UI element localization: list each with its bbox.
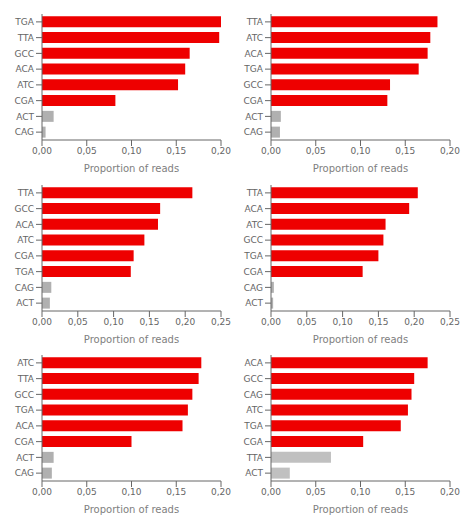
svg-text:0,15: 0,15 <box>395 146 415 156</box>
svg-text:CGA: CGA <box>15 437 35 447</box>
svg-text:0,05: 0,05 <box>306 146 326 156</box>
svg-text:0,20: 0,20 <box>440 146 460 156</box>
svg-text:0,10: 0,10 <box>121 146 141 156</box>
svg-text:TGA: TGA <box>14 266 34 276</box>
svg-text:CAG: CAG <box>15 282 34 292</box>
svg-text:0,20: 0,20 <box>211 146 231 156</box>
svg-text:ACT: ACT <box>245 298 263 308</box>
svg-text:0,10: 0,10 <box>333 317 353 327</box>
svg-text:CAG: CAG <box>244 390 263 400</box>
svg-text:CAG: CAG <box>15 127 34 137</box>
svg-text:ACA: ACA <box>16 219 35 229</box>
svg-text:CGA: CGA <box>15 96 35 106</box>
svg-text:TGA: TGA <box>243 64 263 74</box>
svg-text:CGA: CGA <box>244 96 264 106</box>
svg-text:0,15: 0,15 <box>139 317 159 327</box>
svg-text:CAG: CAG <box>244 282 263 292</box>
svg-text:CAG: CAG <box>15 469 34 479</box>
svg-text:0,15: 0,15 <box>395 488 415 498</box>
svg-text:ACT: ACT <box>16 298 34 308</box>
svg-text:TTA: TTA <box>17 188 35 198</box>
svg-text:0,20: 0,20 <box>211 488 231 498</box>
svg-text:0,05: 0,05 <box>77 146 97 156</box>
svg-text:0,00: 0,00 <box>261 317 281 327</box>
svg-text:0,15: 0,15 <box>166 146 186 156</box>
svg-text:0,00: 0,00 <box>261 488 281 498</box>
svg-text:ACT: ACT <box>16 453 34 463</box>
svg-text:0,25: 0,25 <box>211 317 231 327</box>
svg-text:Proportion of reads: Proportion of reads <box>313 163 408 174</box>
svg-text:0,20: 0,20 <box>175 317 195 327</box>
svg-text:CGA: CGA <box>244 437 264 447</box>
svg-text:0,10: 0,10 <box>121 488 141 498</box>
svg-text:Proportion of reads: Proportion of reads <box>313 504 408 515</box>
svg-text:0,25: 0,25 <box>440 317 460 327</box>
svg-text:GCC: GCC <box>14 390 34 400</box>
svg-text:0,05: 0,05 <box>77 488 97 498</box>
svg-text:GCC: GCC <box>243 374 263 384</box>
svg-text:0,05: 0,05 <box>68 317 88 327</box>
svg-text:Proportion of reads: Proportion of reads <box>84 163 179 174</box>
svg-text:CAG: CAG <box>244 127 263 137</box>
svg-text:ATC: ATC <box>17 358 34 368</box>
svg-text:GCC: GCC <box>14 49 34 59</box>
svg-text:ACT: ACT <box>16 112 34 122</box>
svg-text:TTA: TTA <box>246 17 264 27</box>
svg-text:CGA: CGA <box>244 266 264 276</box>
svg-text:TGA: TGA <box>14 17 34 27</box>
svg-text:TTA: TTA <box>246 453 264 463</box>
svg-text:TGA: TGA <box>243 421 263 431</box>
svg-text:0,00: 0,00 <box>32 146 52 156</box>
svg-text:GCC: GCC <box>243 235 263 245</box>
svg-text:ACA: ACA <box>245 358 264 368</box>
svg-text:ATC: ATC <box>246 33 263 43</box>
svg-text:TTA: TTA <box>246 188 264 198</box>
svg-text:Proportion of reads: Proportion of reads <box>313 334 408 345</box>
svg-text:ACA: ACA <box>16 64 35 74</box>
svg-text:0,00: 0,00 <box>261 146 281 156</box>
svg-text:TGA: TGA <box>14 406 34 416</box>
svg-text:TTA: TTA <box>17 33 35 43</box>
svg-text:0,20: 0,20 <box>404 317 424 327</box>
svg-text:TGA: TGA <box>243 251 263 261</box>
svg-text:ACT: ACT <box>245 469 263 479</box>
svg-text:GCC: GCC <box>14 203 34 213</box>
svg-text:Proportion of reads: Proportion of reads <box>84 504 179 515</box>
svg-text:ACA: ACA <box>245 49 264 59</box>
svg-text:0,00: 0,00 <box>32 317 52 327</box>
svg-text:0,00: 0,00 <box>32 488 52 498</box>
svg-text:0,10: 0,10 <box>350 488 370 498</box>
svg-text:ACA: ACA <box>245 203 264 213</box>
svg-text:ATC: ATC <box>17 80 34 90</box>
svg-text:CGA: CGA <box>15 251 35 261</box>
svg-text:TTA: TTA <box>17 374 35 384</box>
svg-text:0,15: 0,15 <box>368 317 388 327</box>
svg-text:ATC: ATC <box>246 406 263 416</box>
svg-text:Proportion of reads: Proportion of reads <box>84 334 179 345</box>
svg-text:0,10: 0,10 <box>104 317 124 327</box>
svg-text:ATC: ATC <box>246 219 263 229</box>
svg-text:0,15: 0,15 <box>166 488 186 498</box>
svg-text:ACA: ACA <box>16 421 35 431</box>
svg-text:0,05: 0,05 <box>297 317 317 327</box>
svg-text:ATC: ATC <box>17 235 34 245</box>
svg-text:0,10: 0,10 <box>350 146 370 156</box>
svg-text:ACT: ACT <box>245 112 263 122</box>
svg-text:0,20: 0,20 <box>440 488 460 498</box>
svg-text:GCC: GCC <box>243 80 263 90</box>
svg-text:0,05: 0,05 <box>306 488 326 498</box>
